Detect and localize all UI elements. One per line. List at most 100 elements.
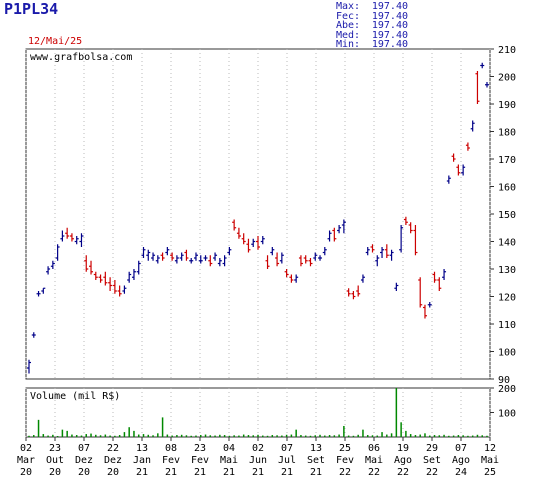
ohlc-bar: [36, 291, 41, 297]
ohlc-bar: [275, 252, 280, 267]
x-tick-label: Mar: [17, 455, 35, 466]
x-tick-label: 25: [339, 443, 351, 454]
x-tick-label: 20: [78, 467, 90, 478]
ohlc-bar: [437, 277, 442, 291]
price-y-tick-label: 170: [498, 155, 516, 166]
ohlc-bar: [413, 225, 418, 256]
ohlc-bar: [74, 236, 79, 245]
ohlc-bar: [375, 255, 380, 267]
ohlc-bar: [208, 255, 213, 267]
x-tick-label: 21: [252, 467, 264, 478]
ohlc-bar: [442, 269, 447, 280]
ohlc-bar: [380, 247, 385, 258]
x-tick-label: 21: [194, 467, 206, 478]
volume-title: Volume (mil R$): [30, 391, 120, 402]
x-tick-label: 21: [223, 467, 235, 478]
x-tick-label: 29: [426, 443, 438, 454]
volume-y-tick-label: 200: [498, 384, 516, 395]
x-tick-label: 02: [252, 443, 264, 454]
ohlc-bar: [289, 274, 294, 283]
ohlc-bar: [112, 280, 117, 294]
x-tick-label: 07: [455, 443, 467, 454]
x-tick-label: 21: [165, 467, 177, 478]
x-tick-label: Set: [423, 455, 441, 466]
ohlc-bar: [432, 271, 437, 283]
price-y-tick-label: 140: [498, 238, 516, 249]
ohlc-bar: [279, 252, 284, 264]
ohlc-bar: [155, 255, 160, 264]
x-tick-label: Fev: [336, 455, 354, 466]
stat-min: Min: 197.40: [336, 40, 408, 50]
ohlc-bar: [461, 164, 466, 176]
ohlc-bar: [365, 247, 370, 256]
x-tick-label: Fev: [191, 455, 209, 466]
x-tick-label: Jul: [278, 455, 296, 466]
volume-panel: Volume (mil R$) 100 200: [25, 384, 516, 438]
ohlc-bar: [470, 120, 475, 132]
price-y-tick-label: 110: [498, 320, 516, 331]
ohlc-bar: [136, 260, 141, 275]
x-tick-label: 25: [484, 467, 496, 478]
ohlc-bar: [227, 247, 232, 256]
ohlc-bar: [451, 153, 456, 162]
ohlc-bar: [389, 249, 394, 261]
x-tick-label: 13: [136, 443, 148, 454]
ohlc-bar: [246, 238, 251, 253]
watermark-text: www.grafbolsa.com: [30, 52, 132, 63]
x-tick-label: 13: [310, 443, 322, 454]
ohlc-bar: [65, 227, 70, 239]
stat-label: Fec:: [336, 10, 361, 22]
ohlc-bar: [294, 274, 299, 283]
stat-close: Fec: 197.40: [336, 10, 408, 22]
x-tick-label: Ago: [394, 455, 412, 466]
price-y-tick-label: 150: [498, 210, 516, 221]
ohlc-bar: [399, 225, 404, 253]
ohlc-bar: [332, 227, 337, 242]
ohlc-bar: [418, 277, 423, 308]
ohlc-bar: [50, 260, 55, 269]
ohlc-bar: [193, 252, 198, 261]
volume-y-tick-label: 100: [498, 409, 516, 420]
ohlc-bar: [313, 252, 318, 261]
x-tick-label: 22: [107, 443, 119, 454]
ohlc-bar: [360, 274, 365, 283]
x-tick-label: Dez: [75, 455, 93, 466]
ohlc-bar: [27, 359, 31, 374]
ohlc-bar: [222, 255, 227, 267]
x-axis: 02Mar2023Out2007Dez2022Dez2013Jan2108Fev…: [17, 437, 499, 478]
ohlc-bar: [427, 302, 432, 308]
ohlc-bar: [117, 285, 122, 297]
ohlc-bar: [89, 260, 94, 275]
x-tick-label: 22: [368, 467, 380, 478]
ohlc-bar: [322, 247, 327, 256]
stat-max: Max: 197.40: [336, 2, 408, 12]
stat-label: Med:: [336, 29, 361, 41]
ohlc-bar: [236, 227, 241, 239]
ohlc-bar: [174, 255, 179, 264]
x-tick-label: 21: [310, 467, 322, 478]
ohlc-bar: [356, 285, 361, 297]
ohlc-bar: [122, 285, 127, 294]
x-tick-label: 21: [136, 467, 148, 478]
ohlc-bar: [131, 269, 136, 280]
price-y-tick-label: 190: [498, 100, 516, 111]
ohlc-bar: [337, 225, 342, 234]
ohlc-bar: [465, 142, 470, 151]
x-tick-label: 20: [49, 467, 61, 478]
price-y-tick-label: 210: [498, 45, 516, 56]
x-tick-label: 12: [484, 443, 496, 454]
ohlc-bar: [408, 222, 413, 234]
ohlc-bar: [198, 255, 203, 264]
x-tick-label: 02: [20, 443, 32, 454]
ohlc-bar: [403, 216, 408, 225]
price-panel: 90 100 110 120 130 140 150 160 170 180 190 200 210 ww…: [25, 45, 516, 386]
x-tick-label: Set: [307, 455, 325, 466]
price-y-tick-label: 120: [498, 293, 516, 304]
ohlc-bar: [160, 252, 165, 261]
stat-value: 197.40: [371, 39, 408, 51]
ohlc-bar: [298, 255, 303, 267]
ohlc-bar: [141, 247, 146, 258]
x-tick-label: 22: [426, 467, 438, 478]
ohlc-bar: [265, 255, 270, 269]
